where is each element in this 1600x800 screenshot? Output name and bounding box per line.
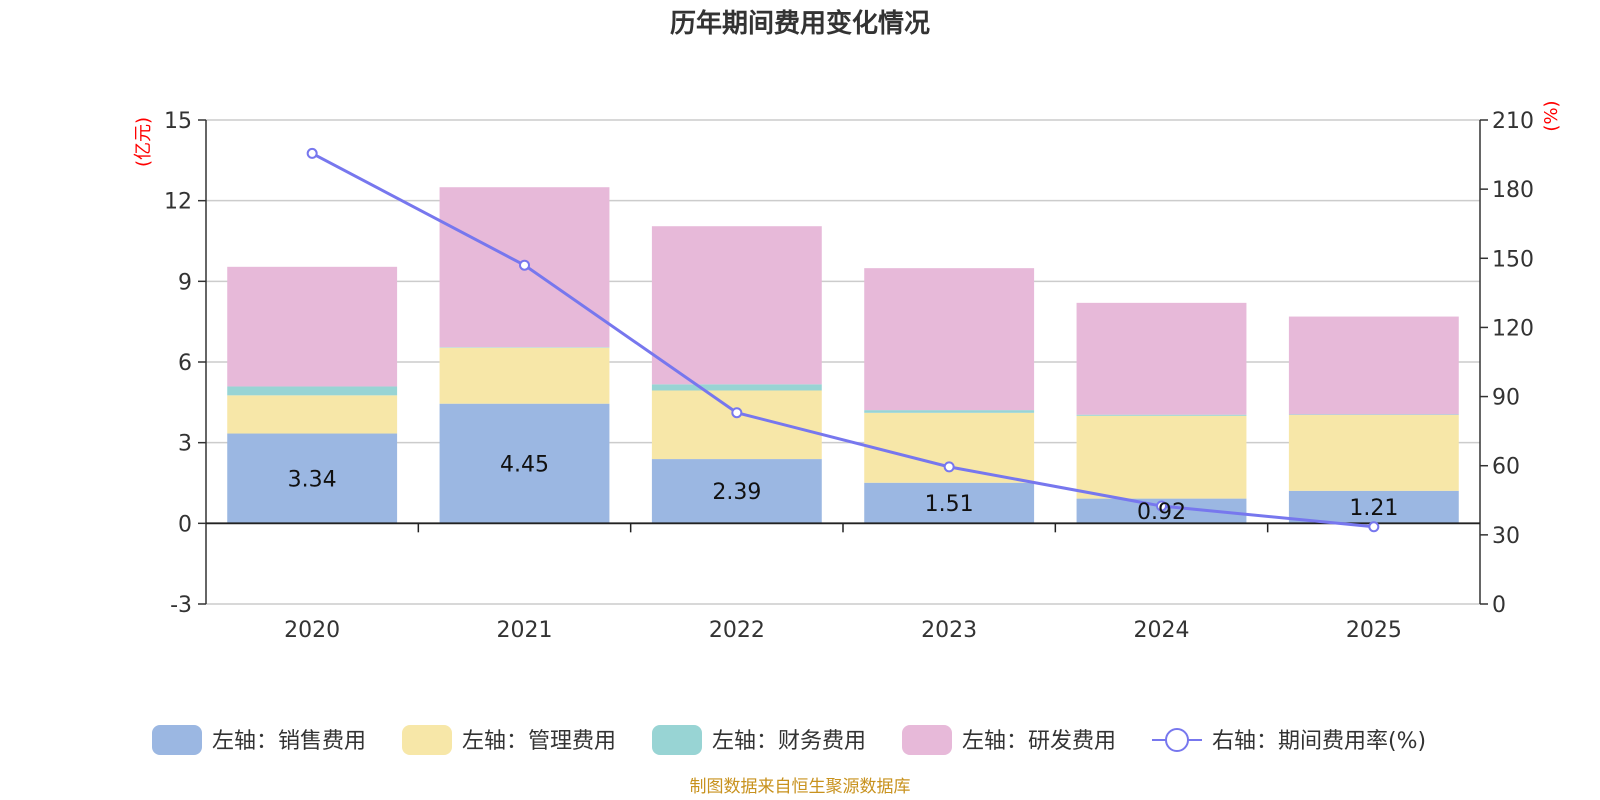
left-tick-label: 6	[178, 351, 192, 376]
right-tick-label: 0	[1492, 593, 1506, 618]
bar-segment	[1076, 414, 1247, 416]
legend: 左轴：销售费用 左轴：管理费用 左轴：财务费用 左轴：研发费用 右轴：期间费用率(%)	[152, 725, 1426, 755]
bar-value-label: 1.51	[925, 492, 974, 517]
rate-point	[943, 461, 955, 473]
rate-line	[306, 147, 1380, 533]
legend-swatch	[652, 725, 702, 755]
right-tick-label: 30	[1492, 524, 1520, 549]
gridlines	[206, 119, 1480, 605]
bar-segment	[1288, 316, 1459, 415]
legend-label: 左轴：研发费用	[962, 729, 1116, 754]
right-tick-label: 150	[1492, 247, 1534, 272]
bar-segment	[439, 347, 610, 404]
category-label: 2021	[497, 618, 553, 643]
bar-segment	[1288, 414, 1459, 415]
bar-segment	[651, 226, 822, 385]
bar-segment	[1076, 415, 1247, 499]
bar-segment	[864, 482, 1035, 524]
category-label: 2023	[921, 618, 977, 643]
right-tick-label: 90	[1492, 386, 1520, 411]
legend-swatch	[902, 725, 952, 755]
rate-point	[306, 147, 318, 159]
rate-line-path	[311, 152, 1374, 529]
legend-label: 右轴：期间费用率(%)	[1212, 729, 1426, 754]
chart-title: 历年期间费用变化情况	[670, 8, 930, 39]
rate-point	[519, 259, 530, 271]
right-axis-unit: (%)	[1541, 100, 1562, 131]
bar-segment	[651, 384, 822, 391]
bar-segment	[227, 433, 398, 524]
bar-value-label: 4.45	[500, 453, 549, 478]
source-note: 制图数据来自恒生聚源数据库	[690, 777, 911, 797]
legend-swatch	[152, 725, 202, 755]
bar-value-label: 2.39	[712, 480, 761, 505]
left-tick-label: 0	[178, 512, 192, 537]
bar-segment	[227, 395, 398, 434]
bars	[227, 187, 1459, 524]
category-label: 2024	[1134, 618, 1190, 643]
left-tick-label: 15	[164, 109, 192, 134]
rate-point	[1368, 521, 1380, 533]
bar-value-label: 3.34	[288, 467, 337, 492]
bar-segment	[1288, 414, 1459, 491]
bar-segment	[227, 266, 398, 387]
bar-segment	[864, 410, 1035, 413]
left-axis-unit: (亿元)	[133, 117, 154, 167]
legend-label: 左轴：财务费用	[712, 729, 866, 754]
data-labels: 3.34 4.45 2.39 1.51 0.92 1.21	[288, 453, 1399, 525]
bar-value-label: 1.21	[1349, 496, 1398, 521]
category-label: 2025	[1346, 618, 1402, 643]
bar-segment	[651, 459, 822, 524]
category-label: 2020	[284, 618, 340, 643]
bar-segment	[439, 347, 610, 348]
left-tick-label: 3	[178, 432, 192, 457]
legend-label: 左轴：销售费用	[212, 729, 366, 754]
right-tick-label: 120	[1492, 316, 1534, 341]
bar-segment	[1288, 490, 1459, 524]
bar-value-label: 0.92	[1137, 500, 1186, 525]
left-tick-label: 12	[164, 190, 192, 215]
bar-segment	[651, 390, 822, 460]
rate-point	[1156, 500, 1167, 512]
legend-label: 左轴：管理费用	[462, 729, 616, 754]
legend-swatch	[402, 725, 452, 755]
right-tick-label: 60	[1492, 455, 1520, 480]
right-tick-label: 180	[1492, 178, 1534, 203]
left-tick-label: 9	[178, 270, 192, 295]
right-tick-label: 210	[1492, 109, 1534, 134]
left-tick-label: -3	[170, 593, 192, 618]
bar-segment	[864, 268, 1035, 411]
bar-segment	[1076, 302, 1247, 415]
bar-segment	[227, 386, 398, 396]
bar-segment	[439, 403, 610, 524]
legend-marker	[1165, 728, 1189, 752]
category-label: 2022	[709, 618, 765, 643]
rate-point	[731, 407, 743, 419]
